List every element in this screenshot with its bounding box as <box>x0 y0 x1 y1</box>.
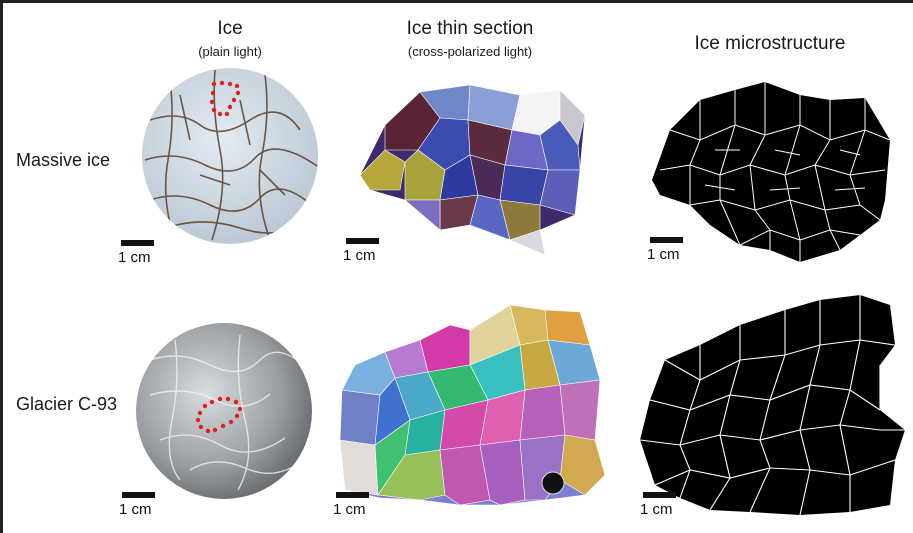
column-title-ice: Ice <box>217 18 243 39</box>
glacier-microstructure <box>639 295 905 516</box>
scale-bar-label: 1 cm <box>333 501 366 518</box>
glacier-photo <box>136 323 312 499</box>
column-subtitle-thin-section: (cross-polarized light) <box>407 44 533 59</box>
scale-bar-label: 1 cm <box>647 246 680 263</box>
column-subtitle-ice: (plain light) <box>198 44 262 59</box>
massive-ice-microstructure <box>652 82 891 262</box>
column-title-thin-section: Ice thin section <box>406 18 534 39</box>
row-label-glacier: Glacier C-93 <box>16 394 118 414</box>
glacier-thin-section <box>339 304 606 506</box>
scale-bar-label: 1 cm <box>343 247 376 264</box>
outline-dots-glacier <box>195 396 243 434</box>
column-title-microstructure: Ice microstructure <box>694 33 846 54</box>
outline-dots-massive <box>209 80 241 117</box>
massive-ice-thin-section <box>359 84 586 256</box>
scale-bar-label: 1 cm <box>640 501 673 518</box>
scale-bar-label: 1 cm <box>119 501 152 518</box>
row-label-massive-ice: Massive ice <box>16 150 111 170</box>
scale-bar-label: 1 cm <box>118 249 151 266</box>
massive-ice-photo <box>142 68 318 244</box>
